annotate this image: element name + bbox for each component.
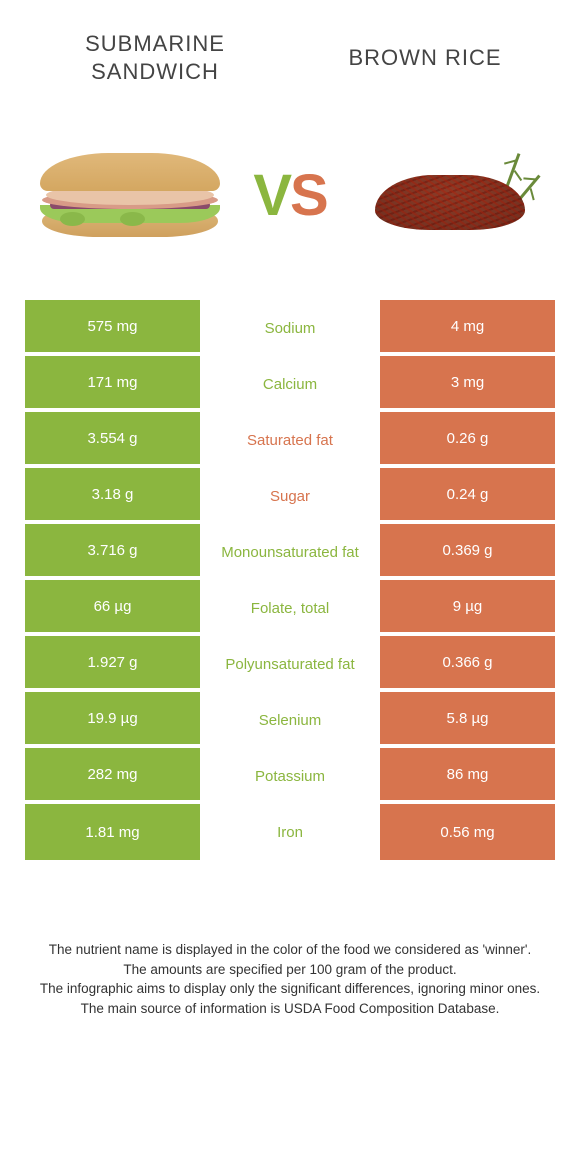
footer-line: The main source of information is USDA F… [30, 999, 550, 1019]
hero-row: VS [25, 110, 555, 300]
food1-title: SUBMARINE SANDWICH [55, 30, 255, 85]
table-row: 3.18 gSugar0.24 g [25, 468, 555, 524]
food2-value: 0.369 g [380, 524, 555, 580]
food1-value: 1.81 mg [25, 804, 200, 860]
nutrient-label: Calcium [200, 356, 380, 412]
rice-icon [370, 150, 530, 240]
food1-value: 171 mg [25, 356, 200, 412]
table-row: 1.927 gPolyunsaturated fat0.366 g [25, 636, 555, 692]
table-row: 66 µgFolate, total9 µg [25, 580, 555, 636]
table-row: 575 mgSodium4 mg [25, 300, 555, 356]
food2-value: 3 mg [380, 356, 555, 412]
footer-line: The nutrient name is displayed in the co… [30, 940, 550, 960]
food2-value: 4 mg [380, 300, 555, 356]
food2-title: BROWN RICE [325, 44, 525, 72]
nutrient-label: Monounsaturated fat [200, 524, 380, 580]
food2-value: 0.24 g [380, 468, 555, 524]
footer-line: The infographic aims to display only the… [30, 979, 550, 999]
food2-value: 0.56 mg [380, 804, 555, 860]
nutrient-label: Selenium [200, 692, 380, 748]
food2-value: 86 mg [380, 748, 555, 804]
food1-image [40, 140, 220, 250]
food1-value: 3.716 g [25, 524, 200, 580]
food2-image [360, 140, 540, 250]
table-row: 171 mgCalcium3 mg [25, 356, 555, 412]
food1-value: 1.927 g [25, 636, 200, 692]
footer-line: The amounts are specified per 100 gram o… [30, 960, 550, 980]
table-row: 1.81 mgIron0.56 mg [25, 804, 555, 860]
nutrient-label: Saturated fat [200, 412, 380, 468]
nutrient-label: Potassium [200, 748, 380, 804]
nutrient-label: Sodium [200, 300, 380, 356]
food1-value: 66 µg [25, 580, 200, 636]
footer-notes: The nutrient name is displayed in the co… [25, 940, 555, 1018]
table-row: 19.9 µgSelenium5.8 µg [25, 692, 555, 748]
food2-value: 0.366 g [380, 636, 555, 692]
table-row: 3.716 gMonounsaturated fat0.369 g [25, 524, 555, 580]
food2-value: 5.8 µg [380, 692, 555, 748]
nutrient-label: Sugar [200, 468, 380, 524]
food1-value: 3.554 g [25, 412, 200, 468]
food1-value: 575 mg [25, 300, 200, 356]
nutrient-label: Polyunsaturated fat [200, 636, 380, 692]
food1-value: 282 mg [25, 748, 200, 804]
food1-value: 3.18 g [25, 468, 200, 524]
titles-row: SUBMARINE SANDWICH BROWN RICE [25, 20, 555, 110]
table-row: 3.554 gSaturated fat0.26 g [25, 412, 555, 468]
food2-value: 9 µg [380, 580, 555, 636]
nutrient-table: 575 mgSodium4 mg171 mgCalcium3 mg3.554 g… [25, 300, 555, 860]
vs-label: VS [253, 162, 326, 229]
food2-value: 0.26 g [380, 412, 555, 468]
nutrient-label: Folate, total [200, 580, 380, 636]
sandwich-icon [40, 153, 220, 238]
nutrient-label: Iron [200, 804, 380, 860]
table-row: 282 mgPotassium86 mg [25, 748, 555, 804]
food1-value: 19.9 µg [25, 692, 200, 748]
